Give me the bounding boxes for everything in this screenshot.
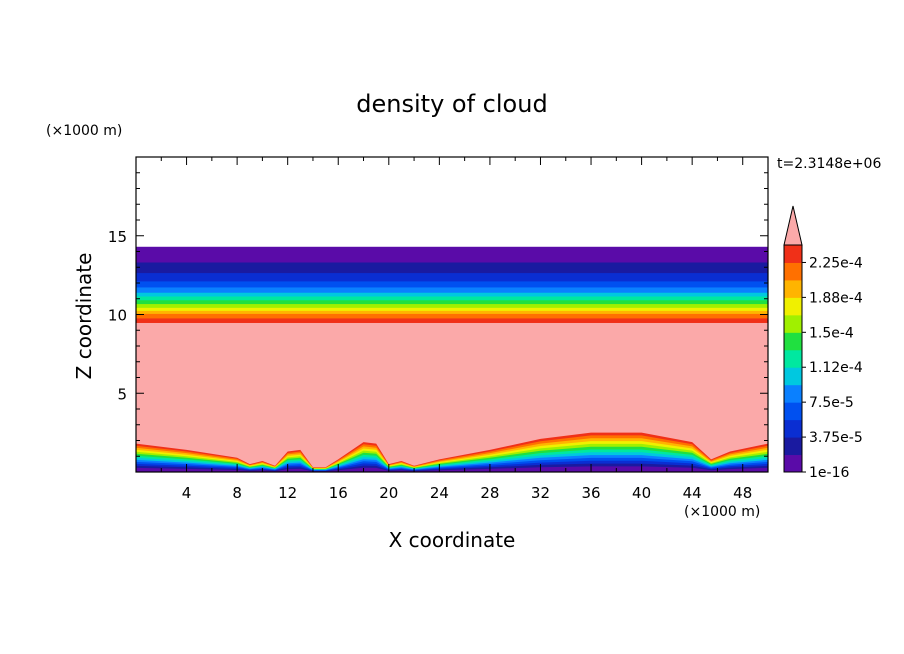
x-tick-label: 36 [581,484,600,502]
colorbar-swatch [784,384,802,403]
colorbar-swatch [784,279,802,298]
colorbar-tick-label: 3.75e-5 [809,430,863,446]
upper-cloud-band [136,295,768,301]
colorbar-swatch [784,402,802,421]
x-tick-label: 4 [182,484,192,502]
upper-cloud-band [136,261,768,274]
plot-area [136,246,768,472]
x-tick-label: 32 [531,484,550,502]
upper-cloud-band [136,310,768,314]
colorbar-swatch [784,245,802,263]
x-tick-label: 44 [683,484,702,502]
colorbar-swatch [784,314,802,333]
upper-cloud-band [136,292,768,297]
x-axis: 4 8 12 16 20 24 28 32 36 40 44 48 [160,157,752,502]
z-unit-label: (×1000 m) [46,123,122,139]
x-tick-label: 24 [430,484,449,502]
colorbar-swatch [784,262,802,281]
colorbar-overflow-triangle [783,205,803,246]
upper-cloud-band [136,286,768,293]
colorbar-swatch [784,332,802,351]
colorbar: 1e-16 3.75e-5 7.5e-5 1.12e-4 1.5e-4 1.88e-4 2.… [783,205,863,481]
upper-cloud-band [136,299,768,305]
x-tick-label: 40 [632,484,651,502]
x-tick-label: 20 [379,484,398,502]
upper-cloud-band [136,307,768,311]
x-tick-label: 28 [480,484,499,502]
x-tick-label: 48 [733,484,752,502]
colorbar-swatch [784,297,802,316]
colorbar-tick-label: 2.25e-4 [809,255,863,271]
x-tick-label: 12 [278,484,297,502]
colorbar-frame [783,244,803,473]
colorbar-swatch [784,349,802,368]
upper-cloud-band [136,317,768,323]
colorbar-swatch [784,454,802,473]
colorbar-tick-label: 1.5e-4 [809,325,854,341]
upper-cloud-band [136,313,768,319]
x-tick-label: 8 [232,484,242,502]
colorbar-tick-label: 1.88e-4 [809,290,863,306]
colorbar-tick-label: 1.12e-4 [809,360,863,376]
x-unit-label: (×1000 m) [684,504,760,520]
x-tick-label: 16 [329,484,348,502]
z-tick-label: 15 [108,228,127,246]
colorbar-swatch [784,437,802,456]
z-axis: 5 10 15 [108,172,768,457]
upper-cloud-band [136,280,768,288]
colorbar-swatch [784,367,802,386]
surface-cloud-band [136,466,768,472]
z-tick-label: 10 [108,307,127,325]
x-axis-label: X coordinate [389,528,516,552]
colorbar-tick-label: 1e-16 [809,465,849,481]
z-axis-label: Z coordinate [72,253,96,380]
colorbar-swatch [784,419,802,438]
z-tick-label: 5 [117,385,127,403]
time-label: t=2.3148e+06 [777,156,881,172]
chart-title: density of cloud [356,90,547,118]
upper-cloud-band [136,246,768,263]
colorbar-tick-label: 7.5e-5 [809,395,854,411]
upper-cloud-band [136,272,768,282]
upper-cloud-band [136,303,768,308]
